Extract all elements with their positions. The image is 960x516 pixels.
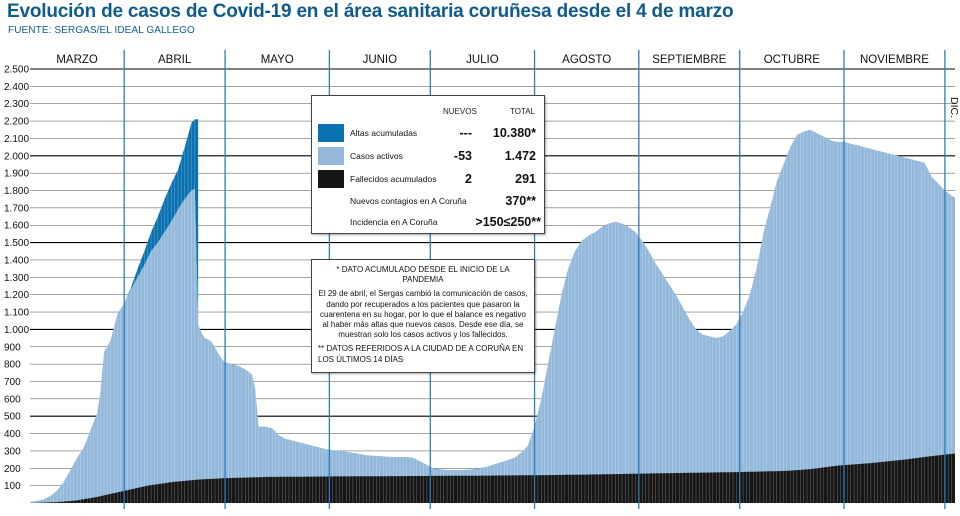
y-tick-label: 1.600: [4, 221, 29, 232]
legend-head-nuevos: NUEVOS: [443, 107, 477, 116]
legend-value-contagios: 370**: [505, 194, 536, 208]
y-axis-tick-labels: 100 200 300 400 500 600 700 800 900 1.000 1.100 1.2…: [4, 65, 29, 493]
y-tick-label: 1.300: [4, 273, 29, 284]
y-tick-label: 400: [4, 429, 21, 440]
legend-nuevos-activos: -53: [453, 149, 472, 163]
month-label: AGOSTO: [562, 54, 611, 66]
page-title: Evolución de casos de Covid-19 en el áre…: [7, 1, 734, 22]
y-tick-label: 1.200: [4, 290, 29, 301]
legend-label-incidencia: Incidencia en A Coruña: [350, 217, 438, 227]
y-tick-label: 500: [4, 412, 21, 423]
y-tick-label: 2.200: [4, 117, 29, 128]
y-tick-label: 2.000: [4, 151, 29, 162]
y-tick-label: 1.900: [4, 169, 29, 180]
legend-nuevos-altas: ---: [459, 126, 473, 140]
footnote-accumulated: * DATO ACUMULADO DESDE EL INICIO DE LA P…: [336, 265, 510, 285]
footnote-april-change: El 29 de abril, el Sergas cambió la comu…: [318, 289, 528, 340]
source-caption: FUENTE: SERGAS/EL IDEAL GALLEGO: [8, 25, 195, 36]
y-tick-label: 800: [4, 360, 21, 371]
legend-swatch-fallecidos: [318, 170, 344, 188]
area-fallecidos: [30, 453, 955, 503]
y-tick-label: 200: [4, 464, 21, 475]
y-tick-label: 1.500: [4, 238, 29, 249]
y-tick-label: 1.000: [4, 325, 29, 336]
y-tick-label: 300: [4, 446, 21, 457]
legend-total-fallecidos: 291: [515, 172, 536, 186]
legend-value-incidencia: >150≤250**: [475, 215, 541, 229]
y-tick-label: 700: [4, 377, 21, 388]
month-label: NOVIEMBRE: [860, 54, 929, 66]
legend-box: NUEVOS TOTAL Altas acumuladas --- 10.380…: [311, 95, 545, 234]
month-label: OCTUBRE: [764, 54, 821, 66]
y-tick-label: 2.500: [4, 65, 29, 76]
month-label: JULIO: [466, 54, 499, 66]
y-tick-label: 2.300: [4, 99, 29, 110]
month-label: MAYO: [261, 54, 294, 66]
legend-swatch-activos: [318, 147, 344, 165]
y-tick-label: 2.100: [4, 134, 29, 145]
legend-label-activos: Casos activos: [350, 151, 403, 161]
month-label: ABRIL: [158, 54, 192, 66]
legend-label-contagios: Nuevos contagios en A Coruña: [350, 196, 467, 206]
month-label: MARZO: [56, 54, 98, 66]
legend-label-fallecidos: Fallecidos acumulados: [350, 174, 437, 184]
y-tick-label: 1.800: [4, 186, 29, 197]
legend-swatch-altas: [318, 124, 344, 142]
footnote-box: * DATO ACUMULADO DESDE EL INICIO DE LA P…: [311, 259, 535, 373]
legend-total-altas: 10.380*: [492, 126, 536, 140]
y-tick-label: 1.400: [4, 255, 29, 266]
month-label: SEPTIEMBRE: [652, 54, 726, 66]
legend-nuevos-fallecidos: 2: [465, 172, 472, 186]
daily-bar-texture: [33, 119, 952, 503]
legend-label-altas: Altas acumuladas: [350, 128, 418, 138]
month-label: JUNIO: [363, 54, 398, 66]
y-tick-label: 1.100: [4, 308, 29, 319]
y-tick-label: 2.400: [4, 82, 29, 93]
y-tick-label: 900: [4, 342, 21, 353]
footnote-city-data: ** DATOS REFERIDOS A LA CIUDAD DE A CORU…: [318, 344, 524, 364]
y-tick-label: 1.700: [4, 203, 29, 214]
y-tick-label: 100: [4, 481, 21, 492]
legend-head-total: TOTAL: [510, 107, 536, 116]
legend-total-activos: 1.472: [504, 149, 536, 163]
y-tick-label: 600: [4, 394, 21, 405]
area-casos-activos: [30, 129, 955, 504]
month-label: DIC.: [948, 97, 960, 118]
